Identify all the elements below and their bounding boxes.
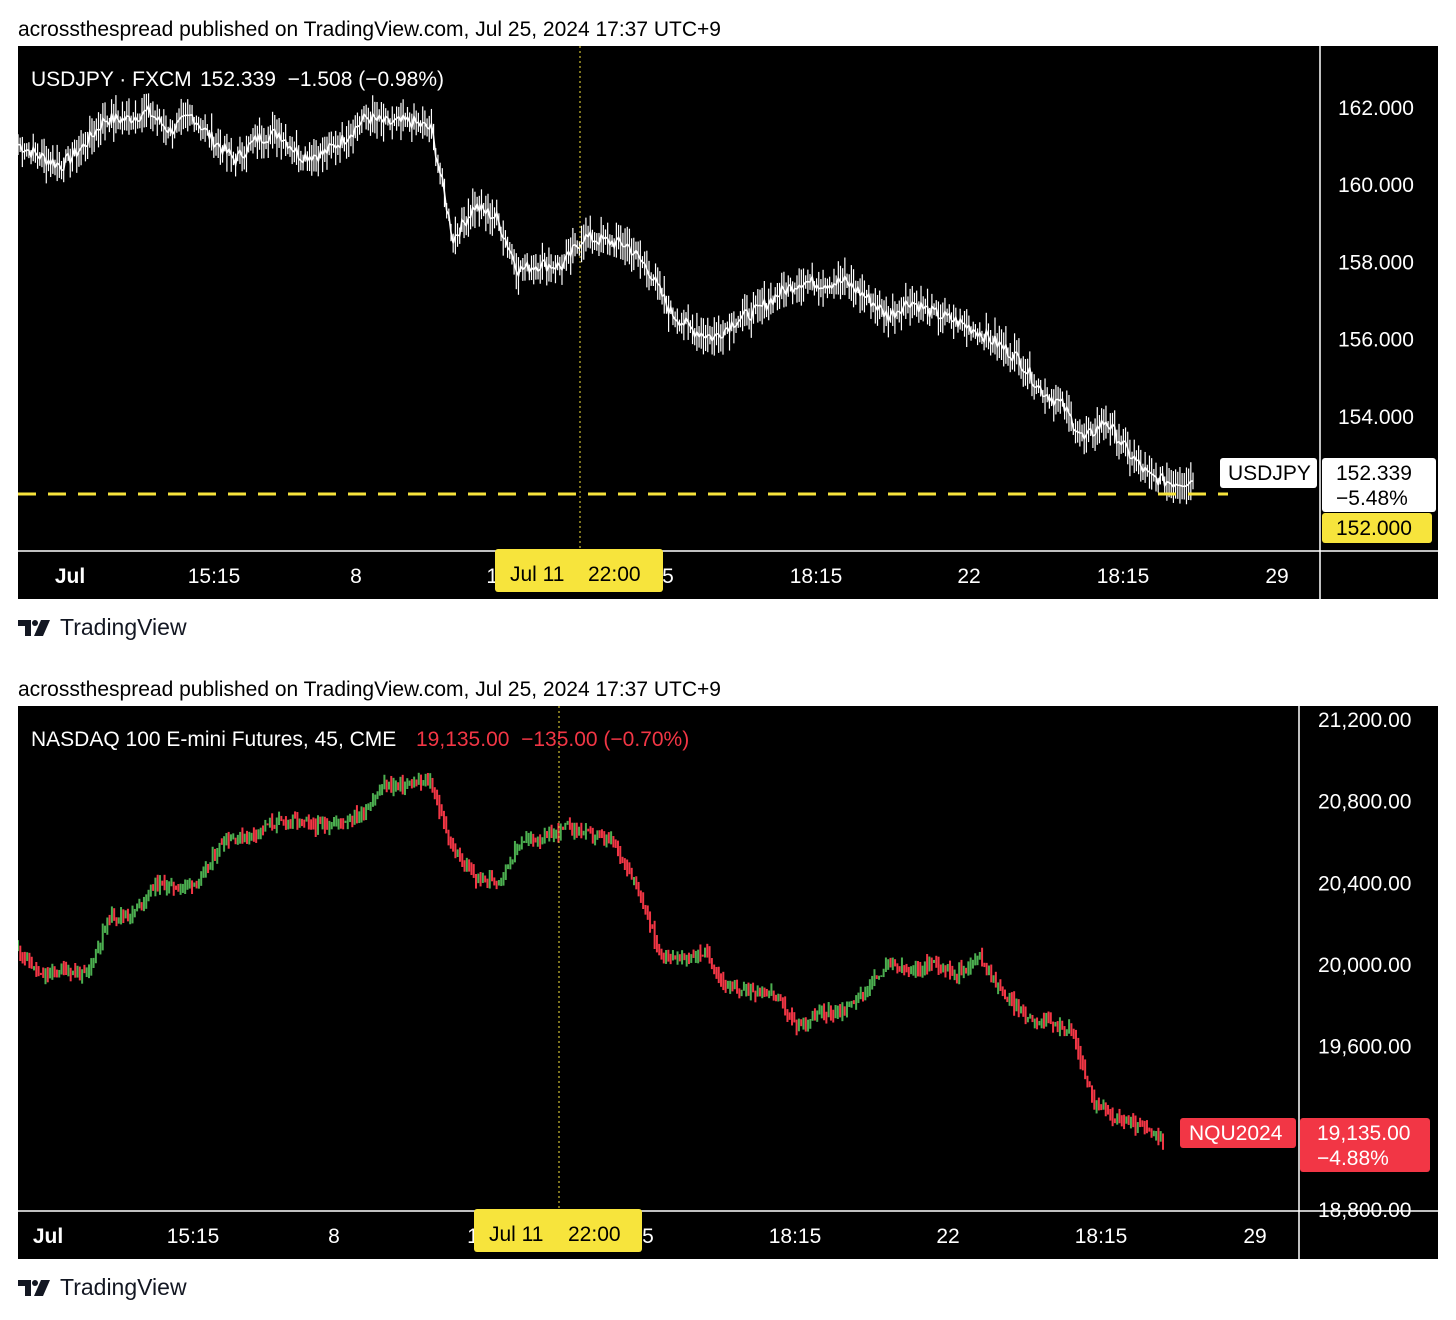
price-tag-bg [1300,1118,1430,1172]
usdjpy-chart-panel[interactable]: USDJPY · FXCM 152.339 −1.508 (−0.98%) 16… [18,46,1438,599]
time-axis-tick-label: 22 [936,1225,959,1248]
time-axis-tick-label: 8 [350,565,362,588]
crosshair-time: 22:00 [588,563,641,586]
time-axis[interactable]: Jul 15:15 8 1 5 18:15 22 18:15 29 [33,1225,1267,1248]
price-axis-tick-label: 20,800.00 [1318,791,1411,814]
symbol-tag-label: USDJPY [1228,462,1311,485]
attribution-text: acrossthespread published on TradingView… [18,18,721,41]
crosshair-time: 22:00 [568,1223,621,1246]
level-price-tag: 152.000 [1322,513,1432,543]
chart-legend-values: 152.339 −1.508 (−0.98%) [200,68,444,91]
price-axis-tick-label: 20,400.00 [1318,872,1411,895]
tradingview-logo-text: TradingView [60,614,187,640]
crosshair-time-label-bg [495,549,663,592]
tradingview-logo-icon [18,1279,50,1296]
chart-legend-symbol: USDJPY · FXCM [31,68,192,91]
time-axis-month-label: Jul [33,1225,63,1248]
price-axis-tick-label: 162.000 [1338,97,1414,120]
nasdaq-chart-svg[interactable]: NASDAQ 100 E-mini Futures, 45, CME 19,13… [18,706,1438,1259]
last-price-tag: NQU2024 19,135.00 −4.88% [1180,1118,1430,1172]
symbol-tag-bg [1180,1118,1296,1148]
tradingview-logo-icon [18,619,50,636]
time-axis-tick-label: 18:15 [1075,1225,1128,1248]
tradingview-footer[interactable]: TradingView [18,614,187,641]
usdjpy-chart-svg[interactable]: USDJPY · FXCM 152.339 −1.508 (−0.98%) 16… [18,46,1438,599]
nasdaq-chart-panel[interactable]: NASDAQ 100 E-mini Futures, 45, CME 19,13… [18,706,1438,1259]
price-axis-tick-label: 21,200.00 [1318,709,1411,732]
crosshair-date: Jul 11 [510,563,564,586]
nasdaq-price-bars [18,772,1164,1150]
price-axis-tick-label: 20,000.00 [1318,954,1411,977]
time-axis-month-label: Jul [55,565,85,588]
price-tag-value: 19,135.00 [1317,1122,1410,1145]
time-axis-tick-label: 22 [957,565,980,588]
price-axis[interactable]: 162.000 160.000 158.000 156.000 154.000 [1338,97,1414,429]
time-axis-tick-label: 18:15 [1097,565,1150,588]
usdjpy-price-line [18,102,1194,489]
level-tag-bg [1322,513,1432,543]
time-axis-tick-label: 18:15 [769,1225,822,1248]
tradingview-footer[interactable]: TradingView [18,1274,187,1301]
symbol-tag-bg [1220,458,1317,488]
price-tag-change: −4.88% [1317,1147,1389,1170]
time-axis-tick-label: 15:15 [188,565,241,588]
time-axis-tick-label: 29 [1243,1225,1266,1248]
attribution-text: acrossthespread published on TradingView… [18,678,721,701]
tradingview-logo-text: TradingView [60,1274,187,1300]
level-tag-value: 152.000 [1336,517,1412,540]
price-tag-bg [1322,458,1436,512]
time-axis-tick-label: 29 [1265,565,1288,588]
chart-legend-values: 19,135.00 −135.00 (−0.70%) [416,728,689,751]
price-axis-tick-label: 19,600.00 [1318,1036,1411,1059]
time-axis-tick-label: 15:15 [167,1225,220,1248]
price-axis-tick-label: 18,800.00 [1318,1199,1411,1222]
time-axis-tick-label: 1 [467,1225,479,1248]
price-axis-tick-label: 154.000 [1338,406,1414,429]
time-axis-tick-label: 5 [642,1225,654,1248]
crosshair-time-label-bg [474,1209,642,1252]
crosshair-time-label: Jul 11 22:00 [474,1209,642,1252]
time-axis-tick-label: 18:15 [790,565,843,588]
price-axis-tick-label: 158.000 [1338,251,1414,274]
time-axis-tick-label: 8 [328,1225,340,1248]
usdjpy-price-series [18,93,1194,505]
time-axis-tick-label: 5 [662,565,674,588]
price-tag-value: 152.339 [1336,462,1412,485]
symbol-tag-label: NQU2024 [1189,1122,1283,1145]
price-tag-change: −5.48% [1336,487,1408,510]
price-axis-tick-label: 156.000 [1338,329,1414,352]
last-price-tag: USDJPY 152.339 −5.48% [1220,458,1436,512]
chart-legend-symbol: NASDAQ 100 E-mini Futures, 45, CME [31,728,396,751]
price-axis-tick-label: 160.000 [1338,174,1414,197]
crosshair-date: Jul 11 [489,1223,543,1246]
crosshair-time-label: Jul 11 22:00 [495,549,663,592]
